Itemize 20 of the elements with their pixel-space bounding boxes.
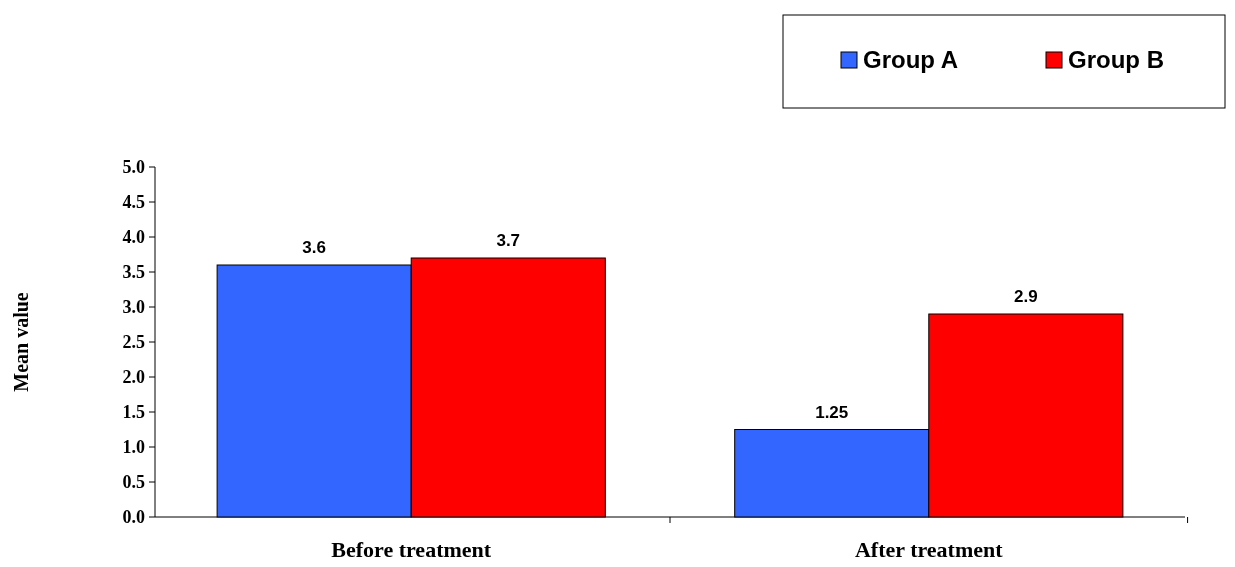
y-tick-label: 3.5 xyxy=(122,262,145,283)
y-tick-label: 4.5 xyxy=(122,192,145,213)
y-tick-label: 5.0 xyxy=(122,157,145,178)
data-label: 1.25 xyxy=(815,402,849,422)
y-tick-label: 2.0 xyxy=(122,367,145,388)
y-tick-label: 2.5 xyxy=(122,332,145,353)
legend-label: Group A xyxy=(863,46,959,74)
x-tick-label: After treatment xyxy=(854,537,1004,562)
x-tick-label: Before treatment xyxy=(331,537,492,562)
data-label: 3.7 xyxy=(496,231,521,250)
y-tick-label: 1.5 xyxy=(122,402,145,423)
y-tick-label: 4.0 xyxy=(122,227,145,248)
legend-label: Group B xyxy=(1068,46,1164,74)
y-tick-label: 0.0 xyxy=(122,507,145,528)
data-label: 2.9 xyxy=(1014,287,1038,306)
y-tick-label: 3.0 xyxy=(122,297,145,318)
y-axis-title: Mean value xyxy=(10,292,32,392)
y-tick-label: 0.5 xyxy=(122,472,145,493)
data-label: 3.6 xyxy=(302,238,326,257)
y-tick-label: 1.0 xyxy=(122,437,145,458)
